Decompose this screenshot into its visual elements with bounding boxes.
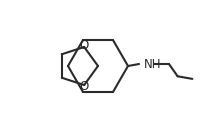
Text: O: O [80,39,89,52]
Text: NH: NH [144,58,161,70]
Text: O: O [80,80,89,93]
